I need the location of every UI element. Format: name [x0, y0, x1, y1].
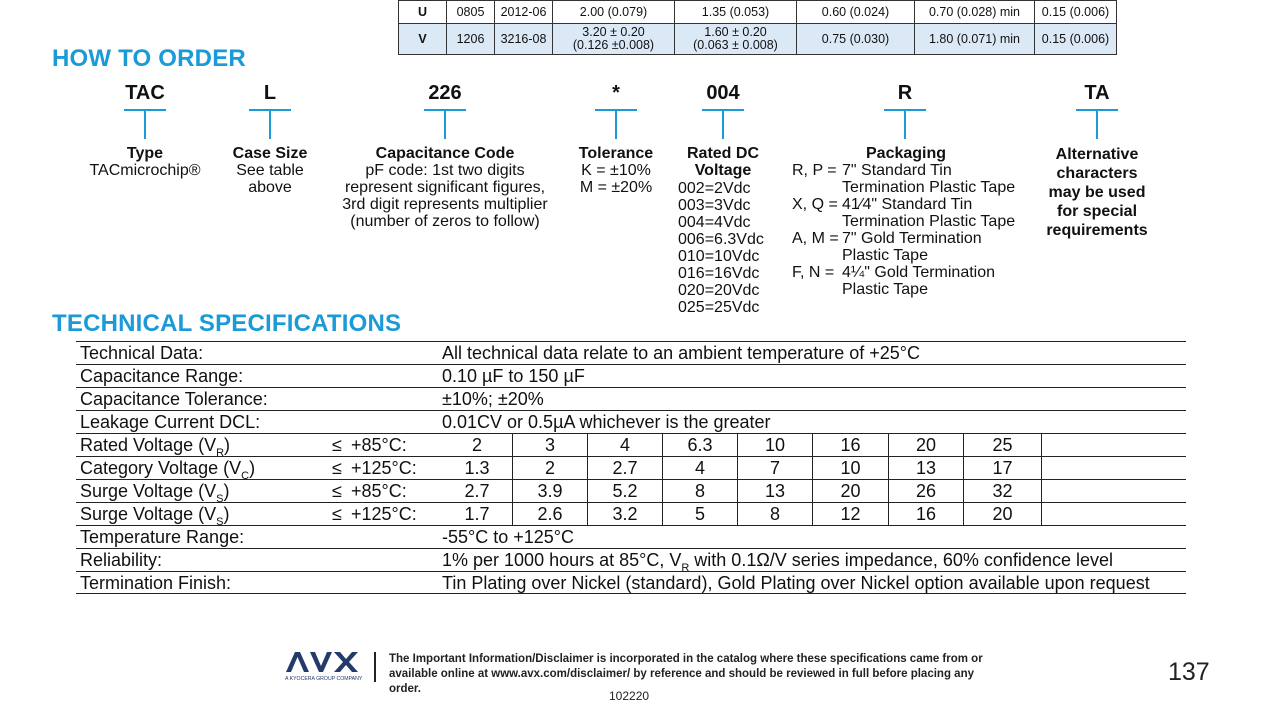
- spec-row-category-voltage: Category Voltage (VC) ≤ +125°C: 1.3 2 2.7 4…: [76, 456, 1186, 482]
- avx-logo-icon: A KYOCERA GROUP COMPANY: [285, 652, 363, 682]
- voltage-value-cell: 4: [662, 457, 737, 479]
- eia-code: 1206: [446, 23, 495, 55]
- svg-text:A KYOCERA GROUP COMPANY: A KYOCERA GROUP COMPANY: [285, 676, 363, 682]
- footer-divider: [374, 652, 376, 682]
- voltage-cell-end: [1041, 480, 1042, 502]
- order-code-voltage: 004: [683, 81, 763, 141]
- width-value: 1.60 ± 0.20 (0.063 ± 0.008): [674, 23, 797, 55]
- table-row: U 0805 2012-06 2.00 (0.079) 1.35 (0.053)…: [398, 0, 1117, 24]
- spec-row-capacitance-tolerance: Capacitance Tolerance: ±10%; ±20%: [76, 387, 1186, 410]
- case-dimension-table: U 0805 2012-06 2.00 (0.079) 1.35 (0.053)…: [398, 0, 1117, 55]
- voltage-value-cell: 5.2: [587, 480, 662, 502]
- packaging-description: Packaging R, P = 7" Standard Tin Terminati…: [792, 145, 1016, 298]
- voltage-value-cell: 6.3: [662, 434, 737, 456]
- avx-logo: A KYOCERA GROUP COMPANY: [284, 650, 364, 687]
- voltage-value-cell: 8: [662, 480, 737, 502]
- voltage-value-cell: 16: [888, 503, 963, 525]
- alternative-description: Alternative characters may be used for s…: [1046, 146, 1148, 239]
- voltage-value-cell: 26: [888, 480, 963, 502]
- case-size-description: Case Size See table above: [232, 145, 308, 196]
- voltage-value-cell: 2.7: [464, 481, 490, 501]
- order-code-type: TAC: [105, 81, 185, 141]
- voltage-value-cell: 20: [963, 503, 1041, 525]
- voltage-value-cell: 2: [471, 435, 482, 455]
- voltage-value-cell: 1.3: [464, 458, 490, 478]
- technical-specifications-table: Technical Data: All technical data relat…: [76, 341, 1186, 594]
- page-number: 137: [1168, 658, 1210, 686]
- voltage-value-cell: 2.6: [512, 503, 587, 525]
- voltage-value-cell: 8: [737, 503, 812, 525]
- voltage-cell-end: [1041, 503, 1042, 525]
- document-code: 102220: [609, 689, 650, 703]
- voltage-value-cell: 13: [737, 480, 812, 502]
- metric-code: 3216-08: [494, 23, 553, 55]
- voltage-cell-end: [1041, 457, 1042, 479]
- spec-row-capacitance-range: Capacitance Range: 0.10 µF to 150 µF: [76, 364, 1186, 387]
- voltage-value-cell: 1.7: [464, 504, 490, 524]
- order-code-case-size: L: [230, 81, 310, 141]
- w1-value: 0.70 (0.028) min: [914, 0, 1035, 24]
- voltage-value-cell: 10: [812, 457, 888, 479]
- voltage-value-cell: 3.9: [512, 480, 587, 502]
- voltage-value-cell: 13: [888, 457, 963, 479]
- spec-row-temperature-range: Temperature Range: -55°C to +125°C: [76, 525, 1186, 548]
- height-value: 0.60 (0.024): [796, 0, 915, 24]
- footer-disclaimer: The Important Information/Disclaimer is …: [389, 653, 983, 695]
- voltage-value-cell: 3.2: [587, 503, 662, 525]
- voltage-cell-end: [1041, 434, 1042, 456]
- order-code-tolerance: *: [576, 81, 656, 141]
- order-code-alternative: TA: [1057, 81, 1137, 141]
- spec-row-leakage-current: Leakage Current DCL: 0.01CV or 0.5µA whi…: [76, 410, 1186, 433]
- w1-value: 1.80 (0.071) min: [914, 23, 1035, 55]
- spec-row-surge-voltage-85: Surge Voltage (VS) ≤ +85°C: 2.7 3.9 5.2 8 13…: [76, 479, 1186, 505]
- length-value: 3.20 ± 0.20 (0.126 ±0.008): [552, 23, 675, 55]
- table-row: V 1206 3216-08 3.20 ± 0.20 (0.126 ±0.008)…: [398, 23, 1117, 55]
- rated-voltage-description: Rated DC Voltage 002=2Vdc 003=3Vdc 004=4…: [678, 145, 764, 316]
- spec-row-technical-data: Technical Data: All technical data relat…: [76, 341, 1186, 364]
- voltage-value-cell: 5: [662, 503, 737, 525]
- height-value: 0.75 (0.030): [796, 23, 915, 55]
- voltage-value-cell: 4: [587, 434, 662, 456]
- order-code-packaging: R: [865, 81, 945, 141]
- voltage-value-cell: 7: [737, 457, 812, 479]
- voltage-value-cell: 20: [812, 480, 888, 502]
- type-description: Type TACmicrochip®: [89, 145, 201, 179]
- width-value: 1.35 (0.053): [674, 0, 797, 24]
- voltage-value-cell: 12: [812, 503, 888, 525]
- length-value: 2.00 (0.079): [552, 0, 675, 24]
- voltage-value-cell: 10: [737, 434, 812, 456]
- order-code-capacitance: 226: [405, 81, 485, 141]
- spec-row-surge-voltage-125: Surge Voltage (VS) ≤ +125°C: 1.7 2.6 3.2 5 8…: [76, 502, 1186, 528]
- spec-row-rated-voltage: Rated Voltage (VR) ≤ +85°C: 2 3 4 6.3 10 16 20…: [76, 433, 1186, 459]
- spec-row-reliability: Reliability: 1% per 1000 hours at 85°C, …: [76, 548, 1186, 574]
- a-value: 0.15 (0.006): [1034, 0, 1117, 24]
- spec-row-termination-finish: Termination Finish: Tin Plating over Nic…: [76, 571, 1186, 594]
- case-code: U: [398, 0, 447, 24]
- tolerance-description: Tolerance K = ±10% M = ±20%: [578, 145, 654, 196]
- eia-code: 0805: [446, 0, 495, 24]
- voltage-value-cell: 16: [812, 434, 888, 456]
- voltage-value-cell: 25: [963, 434, 1041, 456]
- how-to-order-title: HOW TO ORDER: [52, 45, 246, 72]
- a-value: 0.15 (0.006): [1034, 23, 1117, 55]
- case-code: V: [398, 23, 447, 55]
- technical-specifications-title: TECHNICAL SPECIFICATIONS: [52, 310, 402, 337]
- voltage-value-cell: 2.7: [587, 457, 662, 479]
- metric-code: 2012-06: [494, 0, 553, 24]
- voltage-value-cell: 20: [888, 434, 963, 456]
- voltage-value-cell: 2: [512, 457, 587, 479]
- capacitance-code-description: Capacitance Code pF code: 1st two digits…: [342, 145, 548, 230]
- voltage-value-cell: 17: [963, 457, 1041, 479]
- voltage-value-cell: 32: [963, 480, 1041, 502]
- voltage-value-cell: 3: [512, 434, 587, 456]
